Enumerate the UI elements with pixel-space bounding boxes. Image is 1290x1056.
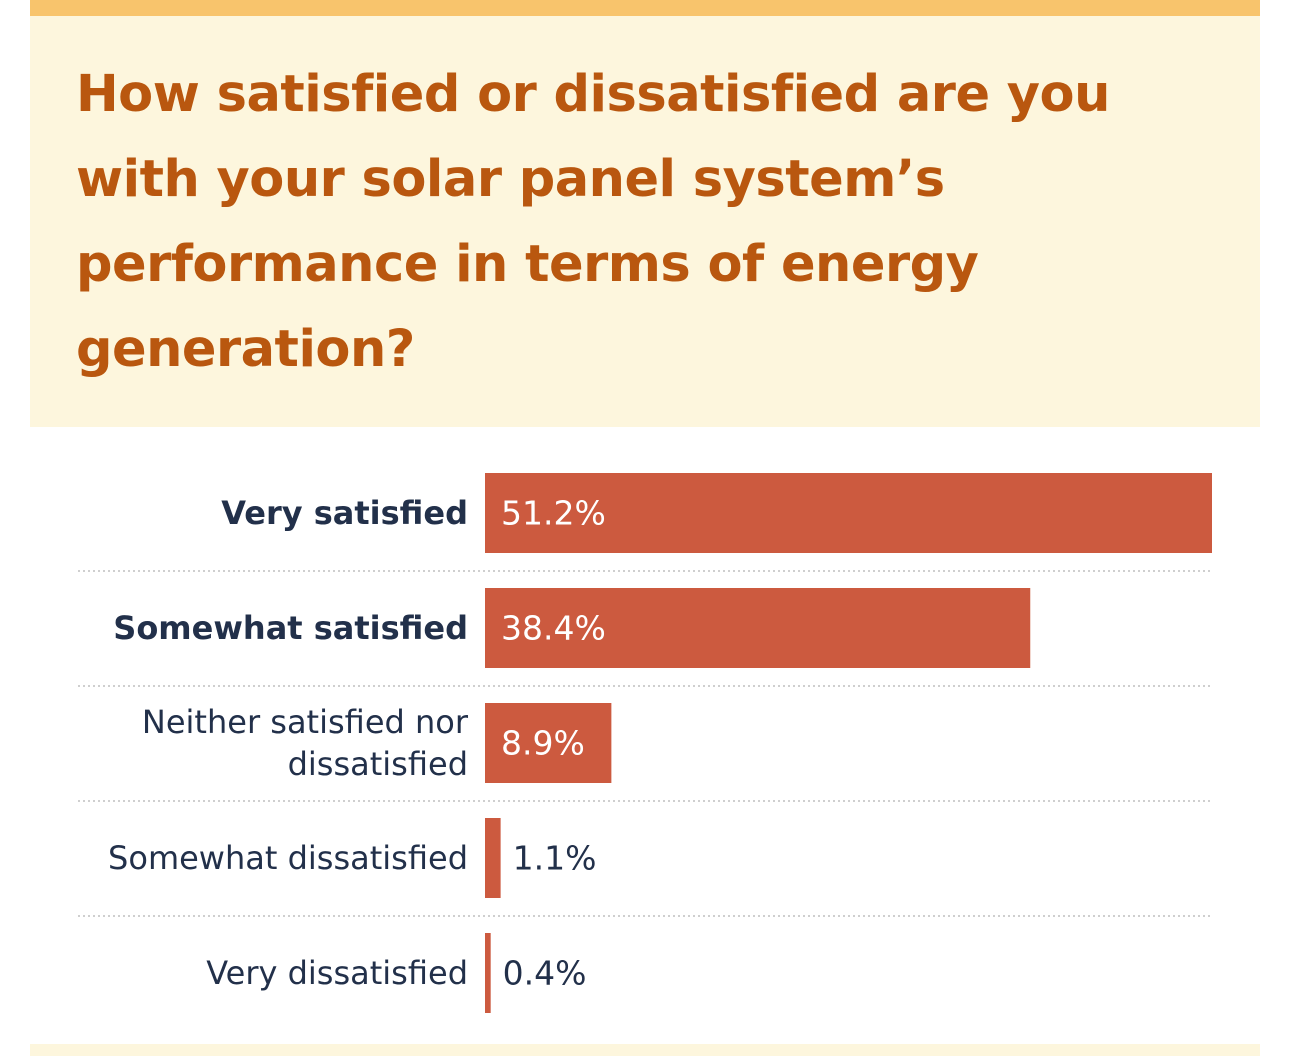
data-label-4: 0.4% [503,954,587,993]
category-label-2: Neither satisfied nor dissatisfied [142,703,469,783]
data-label-0: 51.2% [501,494,606,533]
data-label-1: 38.4% [501,609,606,648]
bar-0 [485,473,1212,553]
bar-3 [485,818,501,898]
bar-1 [485,588,1031,668]
category-label-3: Somewhat dissatisfied [108,839,468,877]
category-label-0: Very satisfied [221,494,468,532]
data-label-3: 1.1% [513,839,597,878]
data-label-2: 8.9% [501,724,585,763]
bar-2 [485,703,612,783]
title-panel [30,16,1260,427]
bar-4 [485,933,491,1013]
chart-title: How satisfied or dissatisfied are you wi… [76,65,1110,379]
category-label-4: Very dissatisfied [206,954,468,992]
category-label-1: Somewhat satisfied [113,609,468,647]
bottom-panel-strip [30,1044,1260,1056]
bar-chart: 51.2% Very satisfied 38.4% Somewhat satisfi… [78,473,1212,1013]
top-accent-strip [30,0,1260,16]
